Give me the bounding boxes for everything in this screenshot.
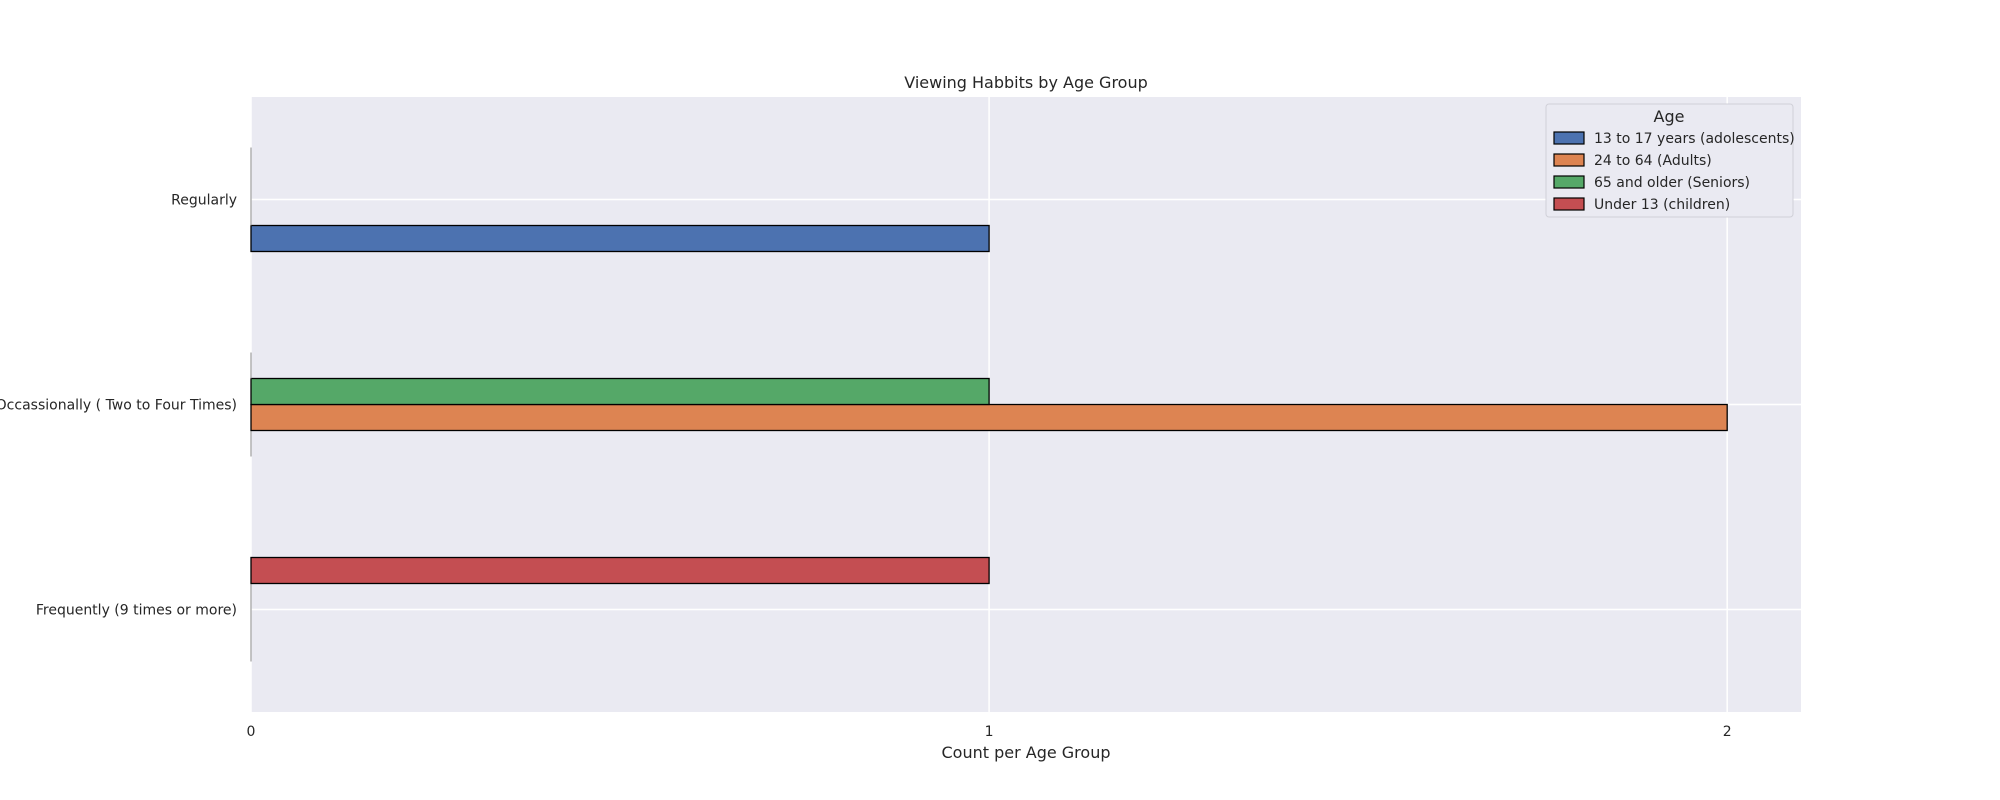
y-tick-label: Regularly	[171, 193, 237, 209]
legend-label: Under 13 (children)	[1594, 197, 1730, 213]
x-tick-label: 1	[985, 724, 994, 740]
legend-swatch	[1553, 175, 1585, 189]
bar	[250, 556, 990, 585]
legend-label: 65 and older (Seniors)	[1594, 175, 1750, 191]
bar	[250, 224, 990, 253]
bar	[250, 403, 1728, 432]
legend-label: 13 to 17 years (adolescents)	[1594, 131, 1795, 147]
x-tick-labels: 0 1 2	[247, 724, 1732, 740]
legend-swatch	[1553, 197, 1585, 211]
legend: Age 13 to 17 years (adolescents) 24 to 64…	[1545, 103, 1795, 218]
y-tick-label: Occassionally ( Two to Four Times)	[0, 398, 237, 414]
legend-swatch	[1553, 153, 1585, 167]
legend-swatch	[1553, 131, 1585, 145]
legend-title: Age	[1654, 107, 1685, 126]
bars	[250, 147, 1728, 662]
x-axis-label: Count per Age Group	[941, 743, 1110, 762]
legend-frame	[1545, 103, 1794, 218]
x-tick-label: 0	[247, 724, 256, 740]
bar	[250, 377, 990, 406]
y-tick-labels: Regularly Occassionally ( Two to Four Tim…	[0, 193, 237, 619]
legend-label: 24 to 64 (Adults)	[1594, 153, 1712, 169]
chart-title: Viewing Habbits by Age Group	[904, 73, 1148, 92]
y-tick-label: Frequently (9 times or more)	[36, 603, 237, 619]
x-tick-label: 2	[1723, 724, 1732, 740]
